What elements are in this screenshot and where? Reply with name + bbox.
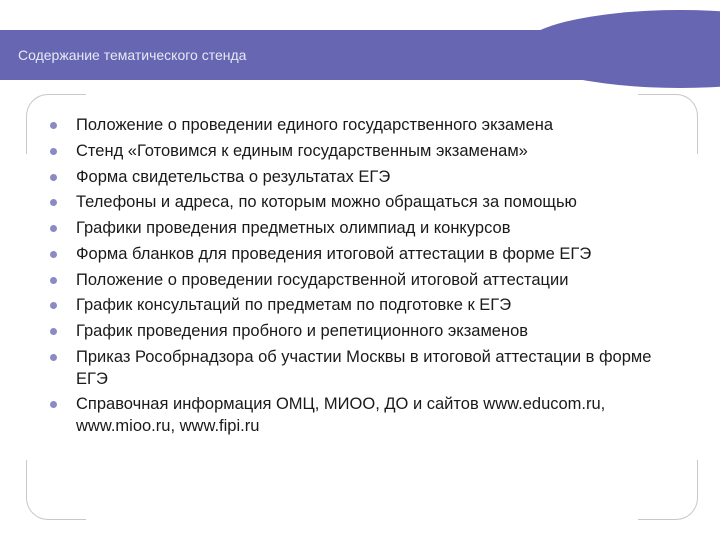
content-area: Положение о проведении единого государст… [44, 115, 686, 442]
list-item: Форма бланков для проведения итоговой ат… [44, 244, 686, 266]
title-band: Содержание тематического стенда [0, 30, 720, 80]
list-item: График проведения пробного и репетиционн… [44, 321, 686, 343]
list-item: Приказ Рособрнадзора об участии Москвы в… [44, 347, 686, 391]
corner-decoration [638, 460, 698, 520]
list-item: Телефоны и адреса, по которым можно обра… [44, 192, 686, 214]
bullet-list: Положение о проведении единого государст… [44, 115, 686, 438]
list-item: Положение о проведении государственной и… [44, 270, 686, 292]
list-item: График консультаций по предметам по подг… [44, 295, 686, 317]
list-item: Стенд «Готовимся к единым государственны… [44, 141, 686, 163]
corner-decoration [26, 460, 86, 520]
list-item: Положение о проведении единого государст… [44, 115, 686, 137]
list-item: Справочная информация ОМЦ, МИОО, ДО и са… [44, 394, 686, 438]
slide-title: Содержание тематического стенда [18, 47, 246, 63]
list-item: Форма свидетельства о результатах ЕГЭ [44, 167, 686, 189]
list-item: Графики проведения предметных олимпиад и… [44, 218, 686, 240]
